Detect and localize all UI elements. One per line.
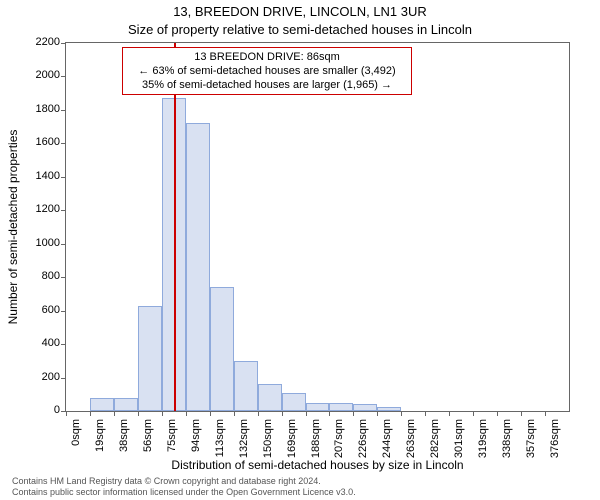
x-tick-mark (521, 411, 522, 416)
y-tick-mark (61, 277, 66, 278)
histogram-bar (282, 393, 306, 411)
histogram-bar (329, 403, 353, 411)
x-tick-mark (545, 411, 546, 416)
y-tick-label: 1800 (5, 104, 60, 115)
histogram-bar (258, 384, 282, 411)
x-tick-mark (90, 411, 91, 416)
y-tick-label: 1000 (5, 238, 60, 249)
x-tick-mark (210, 411, 211, 416)
y-tick-mark (61, 210, 66, 211)
x-tick-mark (306, 411, 307, 416)
annotation-line3: 35% of semi-detached houses are larger (… (129, 78, 405, 92)
histogram-bar (138, 306, 162, 411)
x-tick-mark (425, 411, 426, 416)
x-tick-mark (497, 411, 498, 416)
chart-title-line2: Size of property relative to semi-detach… (0, 22, 600, 37)
marker-line (174, 43, 176, 411)
y-tick-mark (61, 76, 66, 77)
y-tick-label: 800 (5, 271, 60, 282)
x-tick-mark (66, 411, 67, 416)
histogram-bar (306, 403, 330, 411)
chart-container: 13, BREEDON DRIVE, LINCOLN, LN1 3UR Size… (0, 0, 600, 500)
y-tick-label: 200 (5, 372, 60, 383)
y-tick-mark (61, 110, 66, 111)
x-tick-mark (377, 411, 378, 416)
y-tick-label: 2000 (5, 70, 60, 81)
x-tick-mark (401, 411, 402, 416)
annotation-box: 13 BREEDON DRIVE: 86sqm ← 63% of semi-de… (122, 47, 412, 95)
histogram-bar (186, 123, 210, 411)
y-tick-mark (61, 344, 66, 345)
histogram-bar (353, 404, 377, 411)
annotation-line1: 13 BREEDON DRIVE: 86sqm (129, 50, 405, 64)
y-tick-mark (61, 311, 66, 312)
y-tick-label: 400 (5, 338, 60, 349)
histogram-bar (234, 361, 258, 411)
y-tick-label: 1600 (5, 137, 60, 148)
x-tick-mark (138, 411, 139, 416)
histogram-bar (90, 398, 114, 411)
histogram-bar (377, 407, 401, 411)
x-tick-mark (329, 411, 330, 416)
x-tick-mark (473, 411, 474, 416)
x-tick-mark (282, 411, 283, 416)
y-tick-mark (61, 177, 66, 178)
histogram-bar (114, 398, 138, 411)
y-tick-label: 0 (5, 405, 60, 416)
y-tick-label: 2200 (5, 37, 60, 48)
x-tick-mark (162, 411, 163, 416)
x-axis-label: Distribution of semi-detached houses by … (65, 458, 570, 472)
histogram-bar (210, 287, 234, 411)
footer-line1: Contains HM Land Registry data © Crown c… (12, 476, 356, 487)
y-tick-label: 1200 (5, 204, 60, 215)
y-tick-mark (61, 143, 66, 144)
x-tick-mark (258, 411, 259, 416)
y-axis-label: Number of semi-detached properties (6, 42, 24, 412)
x-tick-mark (449, 411, 450, 416)
annotation-line2: ← 63% of semi-detached houses are smalle… (129, 64, 405, 78)
x-tick-mark (114, 411, 115, 416)
footer-attribution: Contains HM Land Registry data © Crown c… (12, 476, 356, 498)
x-tick-mark (353, 411, 354, 416)
y-tick-mark (61, 43, 66, 44)
x-tick-mark (234, 411, 235, 416)
chart-title-line1: 13, BREEDON DRIVE, LINCOLN, LN1 3UR (0, 4, 600, 19)
y-tick-mark (61, 244, 66, 245)
y-tick-label: 1400 (5, 171, 60, 182)
y-tick-label: 600 (5, 305, 60, 316)
footer-line2: Contains public sector information licen… (12, 487, 356, 498)
x-tick-mark (186, 411, 187, 416)
y-tick-mark (61, 378, 66, 379)
plot-area: 0sqm19sqm38sqm56sqm75sqm94sqm113sqm132sq… (65, 42, 570, 412)
